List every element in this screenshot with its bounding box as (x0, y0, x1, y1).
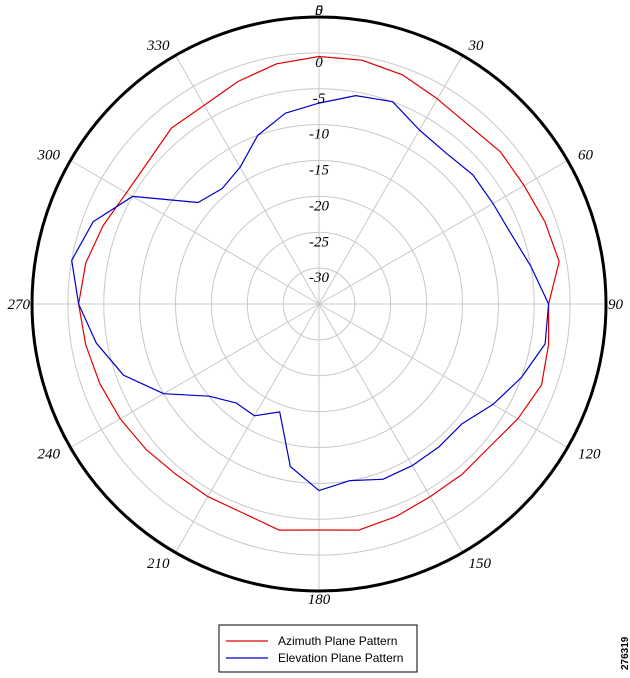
ring--20 (210, 195, 428, 413)
radial-label--25: -25 (309, 234, 329, 250)
radial-label--30: -30 (309, 270, 329, 286)
legend-box (218, 624, 418, 673)
ring-0 (67, 52, 571, 556)
angle-label-300: 300 (37, 148, 61, 164)
figure-number: 276319 (620, 636, 630, 670)
angle-label-90: 90 (608, 297, 624, 313)
ring--5 (103, 88, 535, 520)
radial-label--15: -15 (309, 163, 329, 179)
ring--30 (282, 267, 356, 341)
series-group (71, 55, 560, 531)
angle-label-330: 330 (146, 38, 170, 54)
polar-grid (30, 15, 608, 593)
ring--25 (246, 231, 392, 377)
ring--10 (139, 124, 499, 484)
legend: Azimuth Plane Pattern Elevation Plane Pa… (218, 624, 418, 673)
radial-label-5: 5 (315, 3, 323, 19)
angle-label-180: 180 (308, 592, 331, 608)
radial-label--20: -20 (309, 198, 329, 214)
axis-labels: 030609012015018021024027030033050-5-10-1… (8, 3, 624, 608)
radial-label-0: 0 (315, 55, 323, 71)
series-azimuth-line (77, 55, 560, 531)
radial-label--10: -10 (309, 127, 329, 143)
outer-ring (30, 15, 608, 593)
legend-label-elevation: Elevation Plane Pattern (278, 651, 403, 665)
ring--15 (175, 160, 463, 448)
angle-label-30: 30 (468, 38, 485, 54)
angle-label-210: 210 (147, 556, 170, 572)
radial-label--5: -5 (313, 91, 326, 107)
angle-label-60: 60 (578, 148, 594, 164)
angle-label-120: 120 (578, 447, 601, 463)
series-elevation-line (71, 94, 550, 492)
legend-label-azimuth: Azimuth Plane Pattern (278, 634, 397, 648)
angle-label-240: 240 (38, 447, 61, 463)
angle-label-270: 270 (8, 297, 31, 313)
angle-label-150: 150 (469, 556, 492, 572)
angle-label-0: 0 (315, 3, 323, 19)
